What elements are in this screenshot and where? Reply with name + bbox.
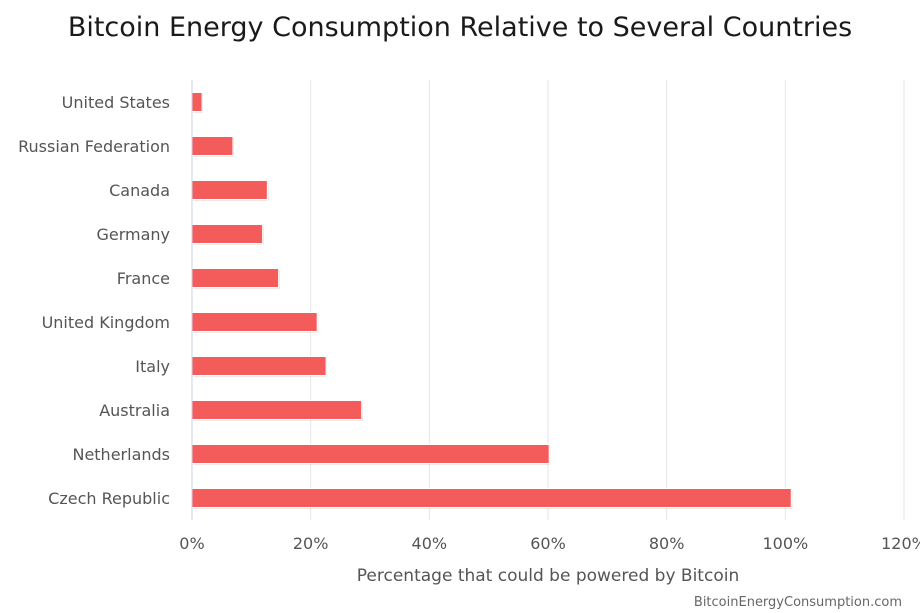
bar[interactable]: [191, 224, 264, 244]
category-label: Canada: [109, 181, 170, 200]
x-tick-label: 40%: [412, 534, 448, 553]
category-label: France: [117, 269, 170, 288]
category-label: Germany: [96, 225, 170, 244]
category-label: Czech Republic: [48, 489, 170, 508]
category-label: Italy: [135, 357, 170, 376]
x-tick-label: 120%: [881, 534, 920, 553]
category-label: Australia: [99, 401, 170, 420]
bar[interactable]: [191, 268, 280, 288]
credit-text: BitcoinEnergyConsumption.com: [694, 595, 902, 610]
bar[interactable]: [191, 136, 234, 156]
bars: [191, 92, 793, 509]
category-label: United States: [62, 93, 170, 112]
bar[interactable]: [191, 488, 792, 508]
bar[interactable]: [191, 356, 327, 376]
chart-title: Bitcoin Energy Consumption Relative to S…: [68, 12, 852, 43]
category-labels: United States Russian Federation Canada Ger…: [18, 93, 170, 508]
bar[interactable]: [191, 312, 318, 332]
bar[interactable]: [191, 444, 550, 464]
x-tick-label: 60%: [530, 534, 566, 553]
x-axis-ticks: 0% 20% 40% 60% 80% 100% 120%: [179, 534, 920, 553]
x-tick-label: 100%: [762, 534, 808, 553]
x-tick-label: 0%: [179, 534, 204, 553]
bar[interactable]: [191, 92, 203, 112]
category-label: Netherlands: [72, 445, 170, 464]
bar[interactable]: [191, 400, 363, 420]
category-label: Russian Federation: [18, 137, 170, 156]
x-axis-title: Percentage that could be powered by Bitc…: [357, 566, 739, 586]
x-tick-label: 80%: [649, 534, 685, 553]
x-tick-label: 20%: [293, 534, 329, 553]
bar[interactable]: [191, 180, 268, 200]
category-label: United Kingdom: [42, 313, 170, 332]
